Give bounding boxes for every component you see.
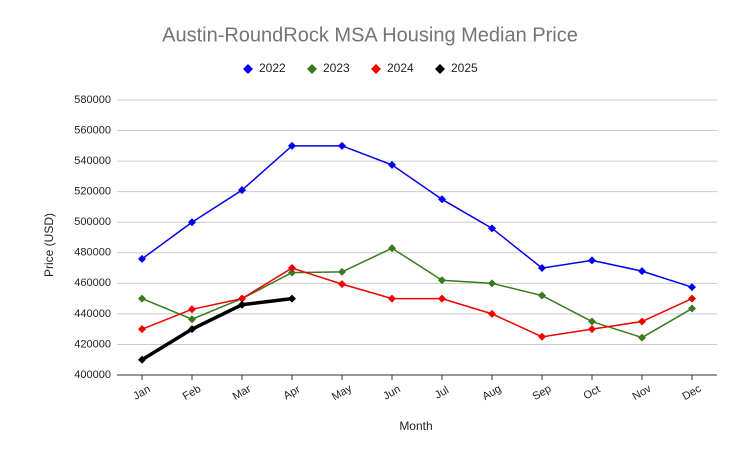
y-tick-label: 480000 [74,247,111,259]
legend-label: 2025 [451,61,478,75]
x-tick-label: Jun [381,383,402,402]
point [288,294,296,303]
x-tick-label: Aug [480,383,503,403]
point [338,141,346,150]
point [238,294,246,303]
point [188,218,196,227]
point [588,256,596,265]
x-tick-label: Apr [282,383,303,402]
x-tick-label: Jul [433,384,451,401]
legend-marker [435,64,445,74]
y-tick-label: 540000 [74,155,111,167]
point [488,309,496,318]
x-tick-label: Nov [630,383,653,403]
x-tick-label: Jan [131,383,152,402]
point [188,315,196,324]
point [388,160,396,169]
point [438,195,446,204]
point [438,276,446,285]
point [138,325,146,334]
point [638,267,646,276]
point [338,267,346,276]
x-tick-label: Feb [181,383,203,403]
x-tick-label: Oct [582,383,603,402]
point [388,244,396,253]
y-tick-label: 440000 [74,308,111,320]
point [488,279,496,288]
point [288,264,296,273]
series-line [141,267,693,338]
y-tick-label: 560000 [74,124,111,136]
x-tick-label: Mar [231,383,254,403]
point [538,264,546,273]
point [638,333,646,342]
legend-marker [307,64,317,74]
point [138,254,146,263]
y-tick-label: 460000 [74,277,111,289]
y-axis-title: Price (USD) [42,213,56,277]
legend-marker [371,64,381,74]
x-axis-title: Month [399,419,432,433]
point [688,283,696,292]
point [488,224,496,233]
point [588,317,596,326]
point [238,300,246,309]
legend-marker [243,64,253,74]
series-line [141,247,693,339]
point [588,325,596,334]
point [188,325,196,334]
point [638,317,646,326]
y-tick-label: 500000 [74,216,111,228]
point [538,291,546,300]
x-tick-label: Dec [680,383,703,403]
y-tick-label: 420000 [74,338,111,350]
point [388,294,396,303]
y-tick-label: 520000 [74,186,111,198]
point [688,294,696,303]
series-line [141,296,293,362]
point [688,304,696,313]
y-tick-label: 400000 [74,369,111,381]
x-tick-label: Sep [530,383,553,403]
series-line [141,145,693,288]
chart-title: Austin-RoundRock MSA Housing Median Pric… [162,24,578,46]
point [138,355,146,364]
x-tick-label: May [330,382,354,403]
point [188,305,196,314]
legend-label: 2024 [387,61,414,75]
legend-label: 2023 [323,61,350,75]
point [138,294,146,303]
legend-label: 2022 [259,61,286,75]
point [538,332,546,341]
point [288,268,296,277]
y-tick-label: 580000 [74,94,111,106]
point [438,294,446,303]
point [288,141,296,150]
point [338,280,346,289]
point [238,186,246,195]
